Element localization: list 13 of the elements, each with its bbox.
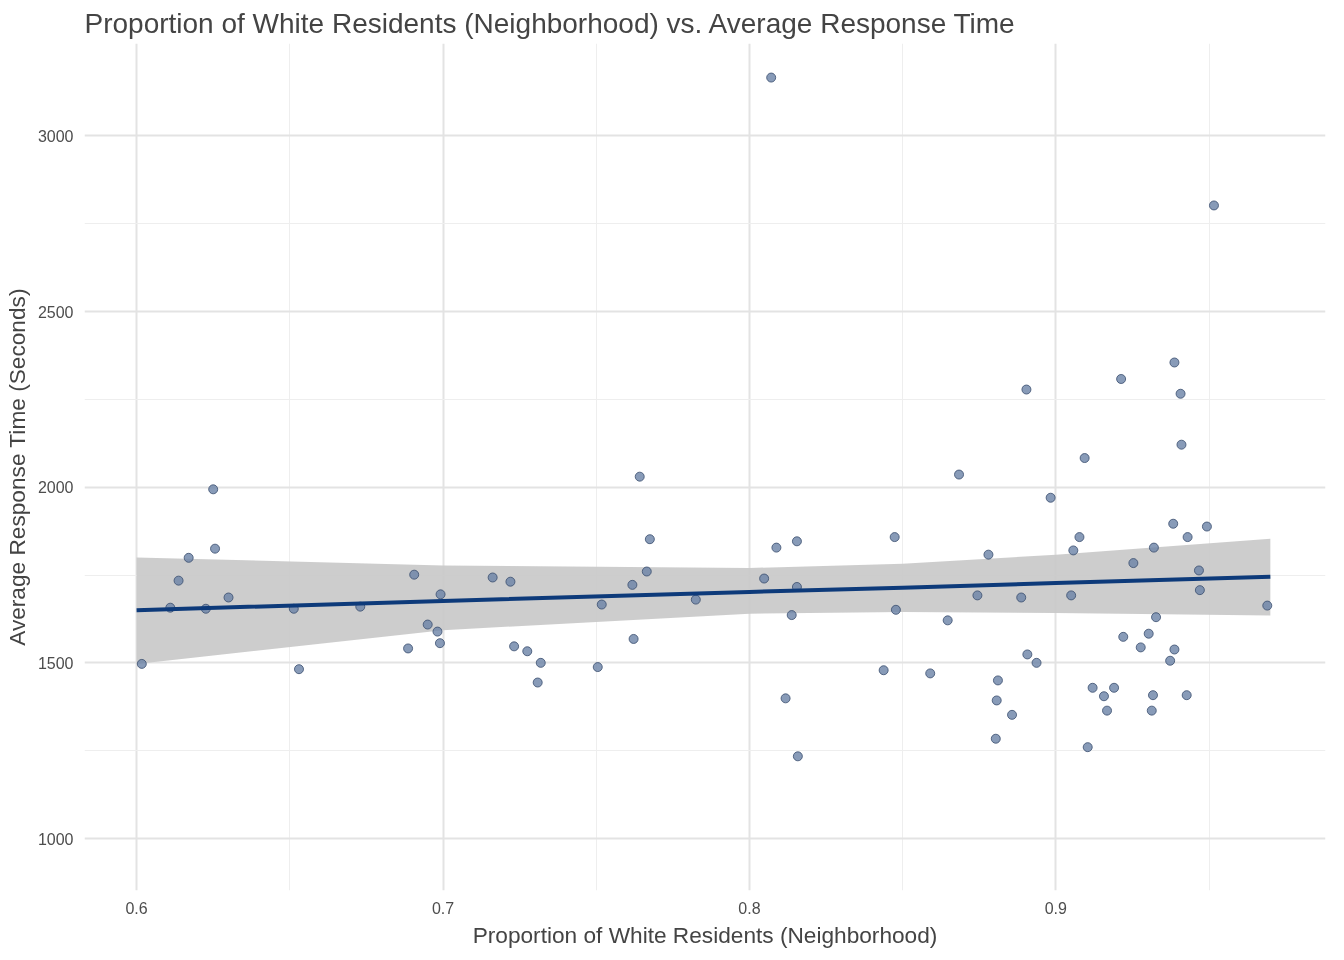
x-tick-label: 0.7: [431, 899, 455, 917]
x-tick-label: 0.8: [738, 899, 761, 917]
y-tick-label: 2500: [37, 303, 74, 321]
chart-title: Proportion of White Residents (Neighborhood) vs. Average Response Time: [84, 7, 1015, 39]
y-axis-title: Average Response Time (Seconds): [3, 288, 30, 646]
y-tick-label: 3000: [37, 127, 74, 145]
y-tick-label: 1500: [37, 654, 74, 672]
y-tick-label: 2000: [37, 479, 74, 497]
y-tick-label: 1000: [37, 830, 74, 848]
x-tick-label: 0.9: [1044, 899, 1068, 917]
line-series: [134, 574, 1273, 613]
x-tick-label: 0.6: [125, 899, 148, 917]
x-axis-title: Proportion of White Residents (Neighborhood): [472, 921, 938, 948]
